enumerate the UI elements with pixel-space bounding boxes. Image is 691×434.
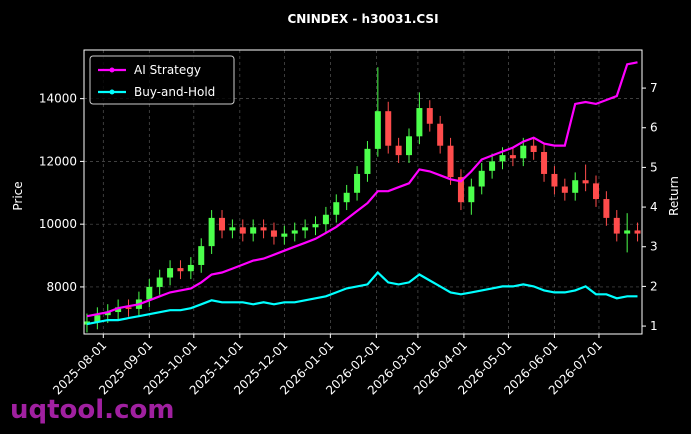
candle-body: [624, 230, 631, 234]
candle-body: [509, 155, 516, 159]
candle-body: [322, 214, 329, 225]
candle-body: [312, 224, 319, 228]
y-tick-label: 12000: [39, 154, 77, 168]
candle-body: [260, 227, 267, 231]
candle-body: [478, 170, 485, 187]
candle-body: [94, 315, 101, 322]
candle-body: [406, 136, 413, 156]
candle-body: [561, 186, 568, 193]
candle-body: [198, 246, 205, 265]
y2-tick-label: 1: [650, 319, 658, 333]
candle-body: [613, 217, 620, 234]
candle-body: [416, 108, 423, 137]
candle-body: [457, 177, 464, 203]
candle-body: [343, 192, 350, 203]
candle-body: [447, 145, 454, 178]
candle-body: [395, 145, 402, 156]
candle-body: [354, 173, 361, 193]
y2-tick-label: 2: [650, 279, 658, 293]
y2-axis-label: Return: [667, 176, 681, 216]
candle-body: [520, 145, 527, 159]
candle-body: [468, 186, 475, 203]
candle-body: [582, 180, 589, 184]
candle-body: [125, 307, 132, 309]
candle-body: [208, 217, 215, 247]
legend-label: Buy-and-Hold: [134, 85, 215, 99]
candle-body: [167, 268, 174, 278]
candle-body: [250, 227, 257, 234]
legend: AI Strategy Buy-and-Hold: [89, 55, 235, 105]
candle-body: [551, 173, 558, 187]
y2-tick-label: 5: [650, 160, 658, 174]
candle-body: [499, 155, 506, 162]
legend-marker: [109, 67, 115, 73]
candle-body: [177, 268, 184, 272]
y2-tick-label: 3: [650, 240, 658, 254]
candle-body: [281, 233, 288, 237]
candle-body: [592, 183, 599, 200]
candle-body: [364, 148, 371, 174]
candle-body: [219, 217, 226, 231]
legend-marker: [109, 89, 115, 95]
series-line: [86, 61, 638, 318]
y-tick-label: 14000: [39, 92, 77, 106]
candle-body: [239, 227, 246, 234]
candle-body: [530, 145, 537, 152]
candle-body: [572, 180, 579, 193]
candle-body: [634, 230, 641, 234]
y-tick-label: 8000: [46, 280, 77, 294]
watermark: uqtool.com: [10, 395, 174, 425]
candle-body: [104, 312, 111, 316]
candle-body: [270, 230, 277, 237]
y2-tick-label: 4: [650, 200, 658, 214]
y2-tick-label: 6: [650, 121, 658, 135]
candle-body: [187, 264, 194, 272]
candle-body: [489, 161, 496, 171]
candle-body: [229, 227, 236, 231]
candle-body: [333, 202, 340, 215]
candle-body: [156, 277, 163, 287]
y2-tick-label: 7: [650, 81, 658, 95]
candle-body: [302, 227, 309, 231]
y-tick-label: 10000: [39, 217, 77, 231]
candle-body: [291, 230, 298, 234]
candle-body: [115, 307, 122, 313]
legend-label: AI Strategy: [134, 63, 201, 77]
series-line: [86, 270, 638, 326]
plot-frame: [83, 49, 643, 335]
candle-body: [603, 199, 610, 218]
candle-body: [374, 111, 381, 149]
chart-title: CNINDEX - h30031.CSI: [287, 12, 438, 26]
y-axis-label: Price: [11, 181, 25, 210]
candle-body: [426, 108, 433, 124]
candle-body: [385, 111, 392, 146]
candle-body: [541, 151, 548, 174]
candle-body: [146, 286, 153, 300]
candle-body: [437, 123, 444, 146]
